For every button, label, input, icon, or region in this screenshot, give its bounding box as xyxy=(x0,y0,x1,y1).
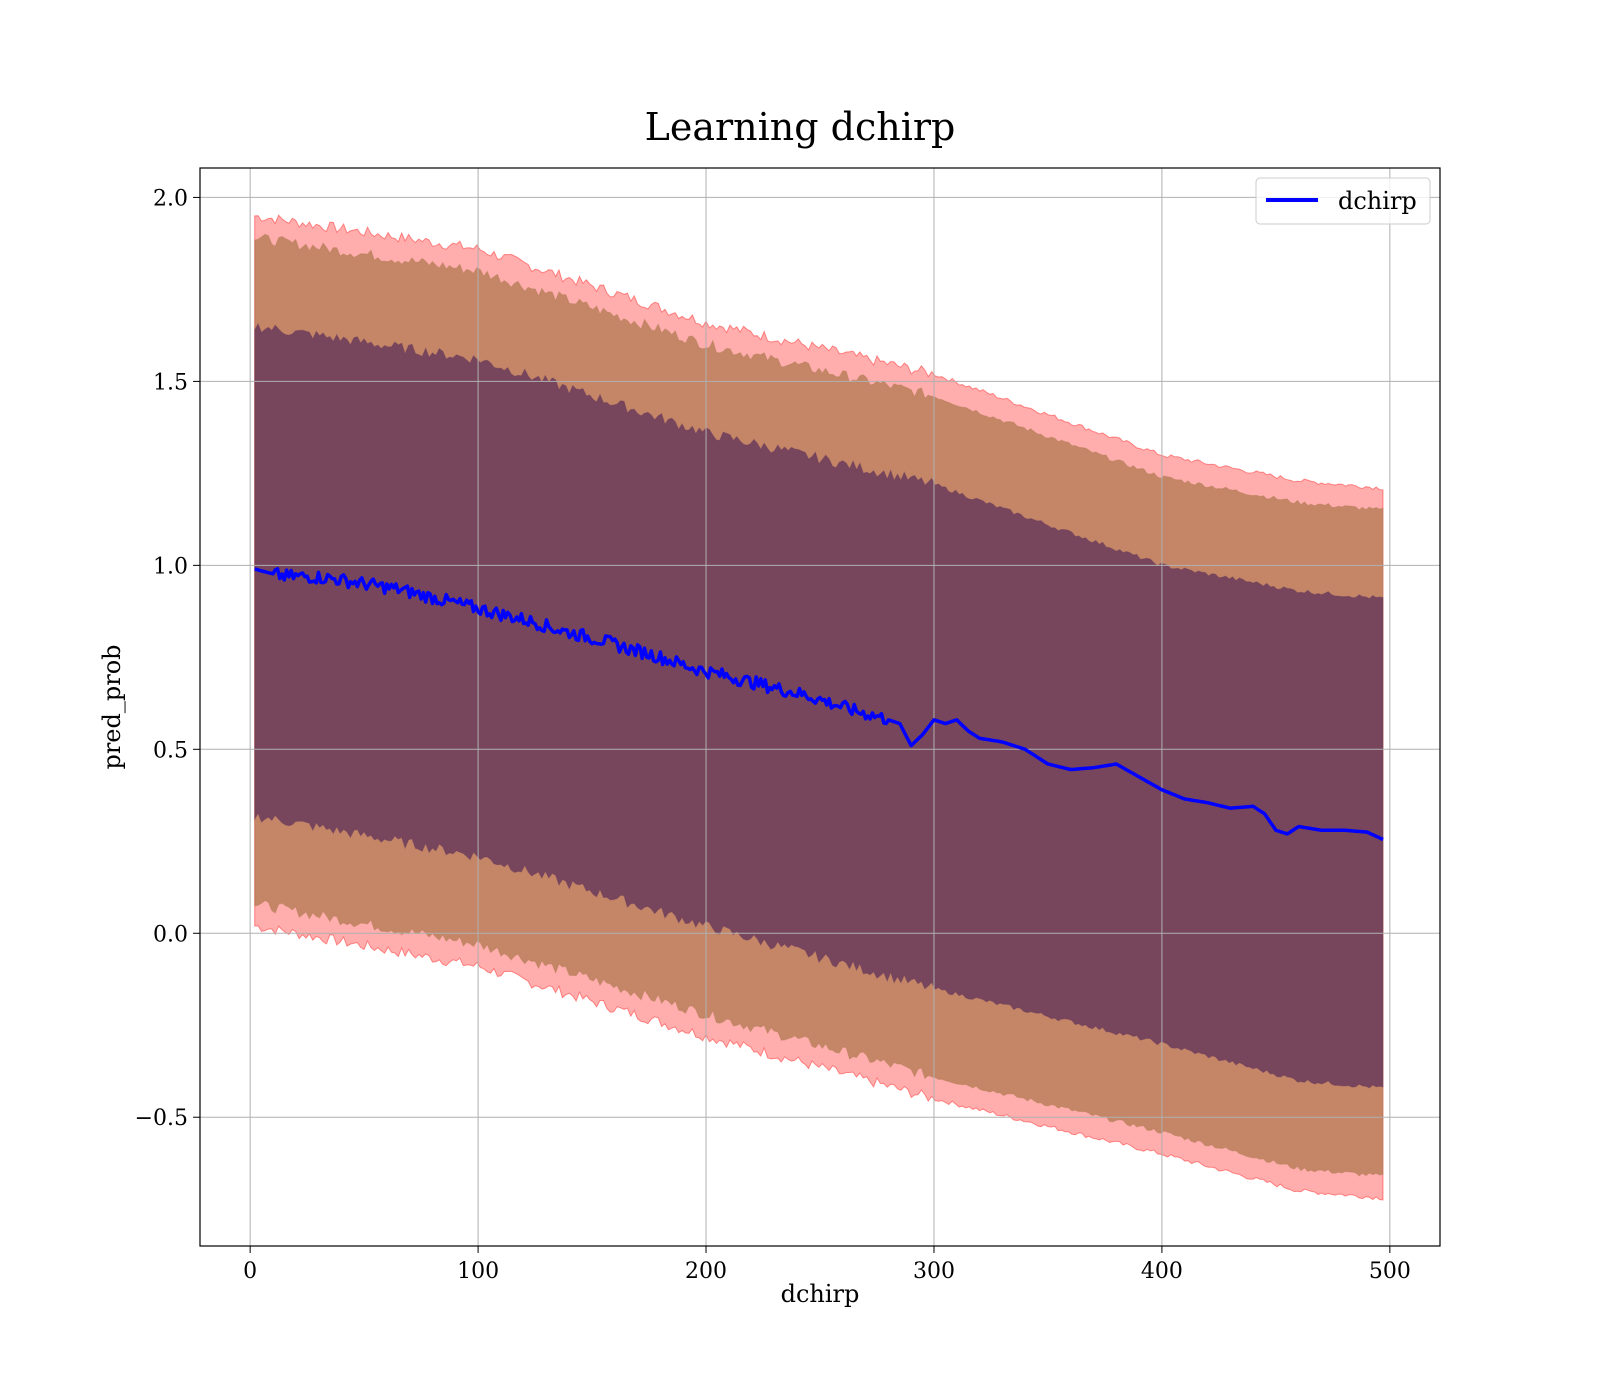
x-tick-label: 400 xyxy=(1141,1259,1183,1284)
grid xyxy=(200,168,1440,1246)
band-inner xyxy=(254,322,1384,1089)
plot-frame xyxy=(199,167,1441,1247)
confidence-bands xyxy=(254,214,1384,1201)
y-axis-ticks: −0.5 0.0 0.5 1.0 1.5 2.0 xyxy=(135,186,200,1131)
x-tick-label: 100 xyxy=(457,1259,499,1284)
y-tick-label: 2.0 xyxy=(153,186,188,211)
chart-title: Learning dchirp xyxy=(645,105,956,149)
x-tick-label: 0 xyxy=(243,1259,257,1284)
legend: dchirp xyxy=(1255,177,1431,225)
x-tick-label: 500 xyxy=(1369,1259,1411,1284)
series-lines xyxy=(254,567,1384,842)
x-tick-label: 300 xyxy=(913,1259,955,1284)
y-axis-label: pred_prob xyxy=(98,644,126,769)
series-line-dchirp xyxy=(254,567,1384,842)
x-tick-label: 200 xyxy=(685,1259,727,1284)
legend-box xyxy=(1255,177,1431,225)
y-tick-label: 0.0 xyxy=(153,922,188,947)
legend-label-dchirp: dchirp xyxy=(1338,187,1417,215)
x-axis-ticks: 0 100 200 300 400 500 xyxy=(243,1246,1411,1284)
y-tick-label: −0.5 xyxy=(135,1106,188,1131)
x-axis-label: dchirp xyxy=(781,1280,860,1308)
y-tick-label: 1.5 xyxy=(153,370,188,395)
y-tick-label: 1.0 xyxy=(153,554,188,579)
y-tick-label: 0.5 xyxy=(153,738,188,763)
